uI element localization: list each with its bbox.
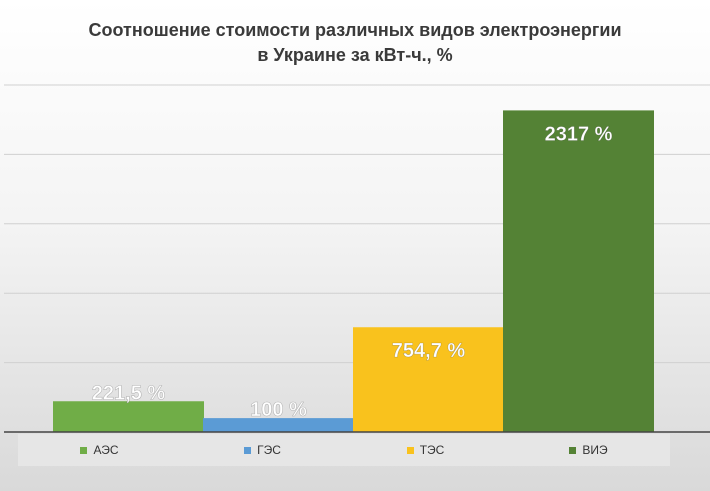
chart-title-line-2: в Украине за кВт-ч., % [257, 45, 453, 65]
legend-item: АЭС [18, 443, 181, 457]
chart-title-line-1: Соотношение стоимости различных видов эл… [88, 20, 622, 40]
legend-label: АЭС [93, 443, 119, 457]
legend-label: ГЭС [257, 443, 281, 457]
legend-swatch [244, 446, 252, 454]
legend-item: ТЭС [344, 443, 507, 457]
legend-label: ВИЭ [582, 443, 608, 457]
chart-title: Соотношение стоимости различных видов эл… [0, 18, 710, 68]
legend-item: ВИЭ [507, 443, 670, 457]
bar-3 [353, 327, 504, 432]
data-label: 221,5 % [92, 382, 166, 404]
legend-swatch [80, 446, 88, 454]
legend-label: ТЭС [419, 443, 445, 457]
legend-item: ГЭС [181, 443, 344, 457]
data-label: 100 % [250, 399, 307, 421]
legend-swatch [569, 446, 577, 454]
legend: АЭС ГЭС ТЭС ВИЭ [18, 434, 670, 466]
bar-1 [53, 401, 204, 432]
data-label: 754,7 % [392, 340, 466, 362]
legend-swatch [406, 446, 414, 454]
bar-4 [503, 110, 654, 433]
bar-2 [203, 418, 354, 432]
data-label: 2317 % [545, 123, 613, 145]
